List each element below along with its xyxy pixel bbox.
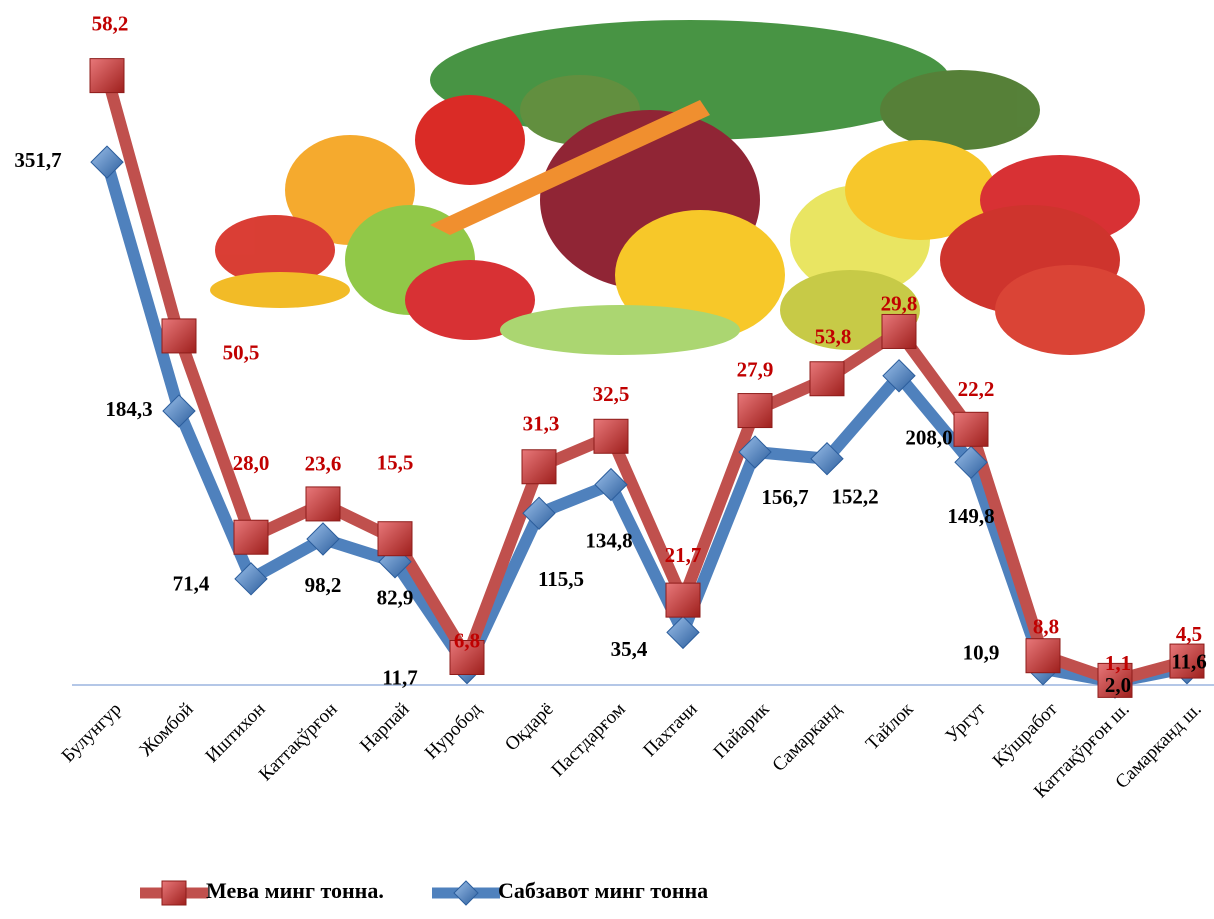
legend-marker xyxy=(161,880,187,906)
series-line xyxy=(101,160,1189,689)
data-label: 115,5 xyxy=(538,567,584,591)
legend-label: Мева минг тонна. xyxy=(206,878,384,903)
data-label: 4,5 xyxy=(1176,622,1202,646)
marker xyxy=(161,318,197,354)
data-label: 152,2 xyxy=(831,485,878,509)
x-tick-label: Ургут xyxy=(942,698,990,746)
data-label: 32,5 xyxy=(593,382,630,406)
data-label: 21,7 xyxy=(665,543,702,567)
marker xyxy=(521,449,557,485)
x-tick-label: Булунгур xyxy=(58,699,126,767)
legend-marker xyxy=(453,880,479,906)
data-label: 22,2 xyxy=(958,377,995,401)
legend: Мева минг тонна. Сабзавот минг тонна xyxy=(140,878,708,906)
marker xyxy=(882,359,916,393)
marker xyxy=(90,145,124,179)
data-label: 11,6 xyxy=(1171,650,1207,674)
marker xyxy=(666,615,700,650)
data-label: 11,7 xyxy=(382,665,418,689)
data-label: 53,8 xyxy=(815,325,852,349)
marker xyxy=(594,467,628,502)
x-tick-label: Каттақўрғон xyxy=(255,699,341,785)
data-label: 1,1 xyxy=(1105,651,1131,675)
marker xyxy=(809,361,845,397)
x-tick-label: Кўшработ xyxy=(989,698,1062,771)
data-label: 71,4 xyxy=(173,572,210,596)
marker xyxy=(954,445,988,480)
marker xyxy=(378,545,412,579)
data-label: 8,8 xyxy=(1033,615,1059,639)
series-line xyxy=(101,74,1189,687)
marker xyxy=(1097,662,1133,698)
marker xyxy=(1169,643,1205,679)
marker xyxy=(881,313,917,349)
data-label: 35,4 xyxy=(611,637,648,661)
data-label: 50,5 xyxy=(223,341,260,365)
marker xyxy=(593,418,629,454)
data-label: 98,2 xyxy=(305,573,342,597)
data-label: 2,0 xyxy=(1105,673,1131,697)
data-label: 27,9 xyxy=(737,357,774,381)
data-label: 6,8 xyxy=(454,628,480,652)
data-label: 149,8 xyxy=(947,504,994,528)
x-tick-label: Пайарик xyxy=(710,698,775,763)
x-tick-label: Жомбой xyxy=(136,699,198,761)
marker xyxy=(449,639,485,675)
x-tick-label: Оқдарё xyxy=(501,699,558,756)
data-label: 156,7 xyxy=(761,485,808,509)
x-tick-label: Самарканд xyxy=(768,699,845,776)
marker xyxy=(737,393,773,429)
data-label: 184,3 xyxy=(105,397,152,421)
data-label: 31,3 xyxy=(523,412,560,436)
data-label: 58,2 xyxy=(92,11,129,35)
marker xyxy=(305,486,341,522)
marker xyxy=(522,496,556,530)
marker xyxy=(738,435,772,469)
marker xyxy=(234,562,268,596)
marker xyxy=(665,582,701,618)
marker xyxy=(306,522,340,556)
data-label: 28,0 xyxy=(233,451,270,475)
x-tick-label: Иштихон xyxy=(202,699,270,767)
marker xyxy=(377,521,413,557)
marker xyxy=(233,519,269,555)
marker xyxy=(1025,638,1061,674)
data-label: 351,7 xyxy=(14,148,61,172)
legend-label: Сабзавот минг тонна xyxy=(498,878,708,903)
x-tick-label: Пахтачи xyxy=(639,699,701,761)
data-label: 23,6 xyxy=(305,452,342,476)
x-tick-label: Пастдарғом xyxy=(547,699,629,781)
marker xyxy=(810,442,844,476)
data-label: 10,9 xyxy=(963,641,1000,665)
marker xyxy=(89,58,125,94)
produce-illustration xyxy=(210,20,1145,355)
data-label: 208,0 xyxy=(905,426,952,450)
x-tick-label: Нарпай xyxy=(356,699,414,757)
data-label: 15,5 xyxy=(377,451,414,475)
x-tick-label: Нуробод xyxy=(421,699,486,764)
x-tick-label: Тайлок xyxy=(862,698,918,754)
data-label: 134,8 xyxy=(585,528,632,552)
marker xyxy=(162,394,196,428)
data-label: 29,8 xyxy=(881,291,918,315)
data-label: 82,9 xyxy=(377,586,414,610)
marker xyxy=(953,411,989,447)
